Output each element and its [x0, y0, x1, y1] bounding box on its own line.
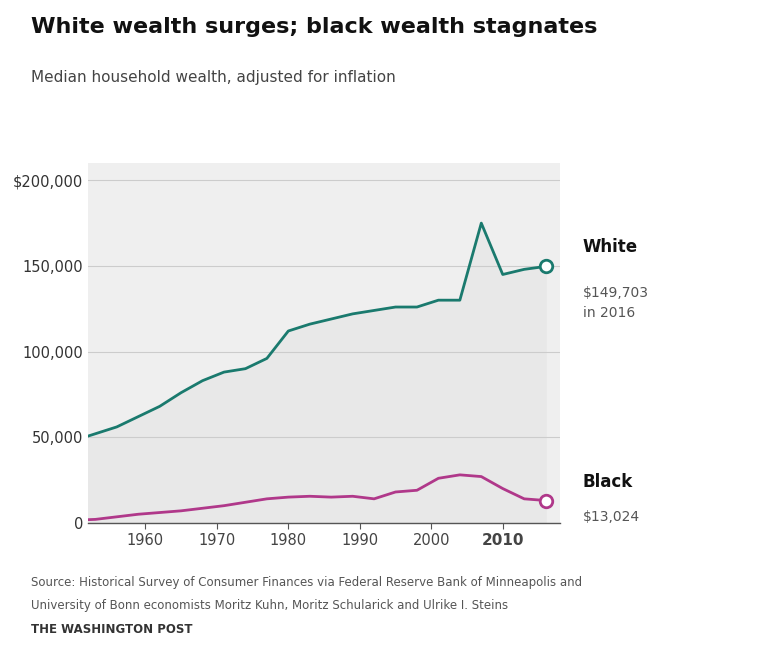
Text: Source: Historical Survey of Consumer Finances via Federal Reserve Bank of Minne: Source: Historical Survey of Consumer Fi… — [31, 576, 582, 589]
Text: Median household wealth, adjusted for inflation: Median household wealth, adjusted for in… — [31, 70, 396, 85]
Text: White: White — [583, 238, 638, 256]
Text: THE WASHINGTON POST: THE WASHINGTON POST — [31, 623, 193, 636]
Text: University of Bonn economists Moritz Kuhn, Moritz Schularick and Ulrike I. Stein: University of Bonn economists Moritz Kuh… — [31, 599, 508, 613]
Text: $149,703
in 2016: $149,703 in 2016 — [583, 286, 649, 320]
Text: $13,024: $13,024 — [583, 510, 640, 524]
Text: Black: Black — [583, 472, 634, 491]
Text: White wealth surges; black wealth stagnates: White wealth surges; black wealth stagna… — [31, 17, 597, 37]
